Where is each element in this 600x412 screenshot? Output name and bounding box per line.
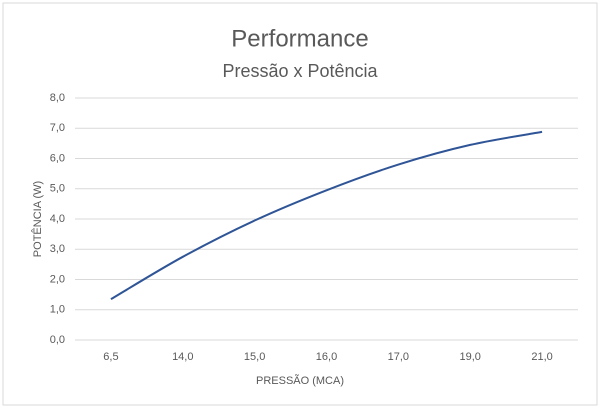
y-tick-label: 3,0 (50, 243, 65, 255)
chart-border (2, 2, 598, 406)
y-tick-label: 6,0 (50, 152, 65, 164)
x-axis-label: PRESSÃO (MCA) (256, 374, 344, 387)
y-tick-label: 5,0 (50, 183, 65, 195)
chart-title: Performance (231, 25, 368, 52)
data-line (110, 130, 543, 301)
y-tick-label: 0,0 (50, 334, 65, 346)
x-tick-label: 19,0 (460, 351, 481, 363)
chart-subtitle: Pressão x Potência (222, 61, 378, 81)
y-tick-label: 1,0 (50, 304, 65, 316)
x-tick-label: 17,0 (388, 351, 409, 363)
x-tick-label: 14,0 (172, 351, 193, 363)
x-tick-label: 15,0 (244, 351, 265, 363)
y-tick-label: 7,0 (50, 122, 65, 134)
x-tick-label: 16,0 (316, 351, 337, 363)
x-tick-label: 6,5 (103, 351, 118, 363)
y-tick-label: 2,0 (50, 273, 65, 285)
x-tick-label: 21,0 (531, 351, 552, 363)
y-tick-label: 8,0 (50, 92, 65, 104)
y-axis-label: POTÊNCIA (W) (31, 181, 44, 257)
y-tick-label: 4,0 (50, 213, 65, 225)
